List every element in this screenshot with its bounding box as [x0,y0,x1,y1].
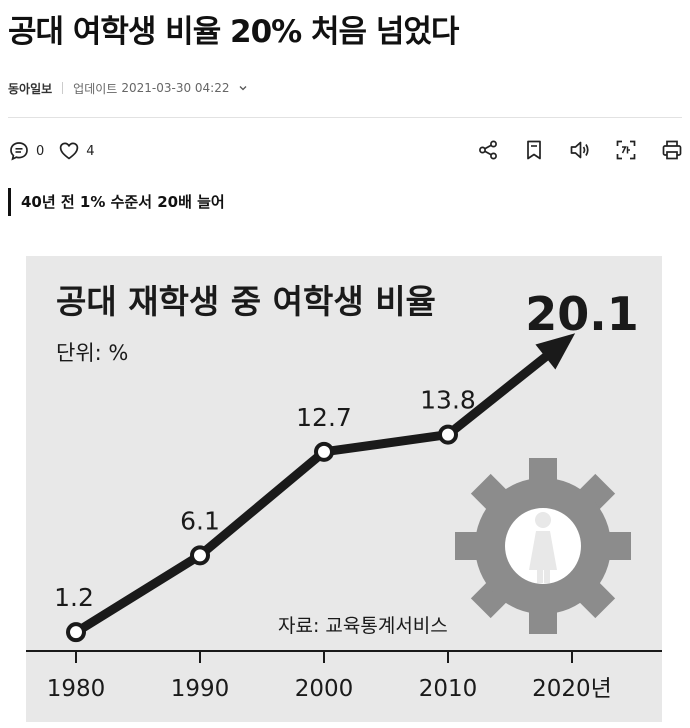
print-button[interactable] [660,138,684,162]
article-headline: 공대 여학생 비율 20% 처음 넘었다 [8,6,458,51]
x-tick-label: 2020년 [532,676,612,702]
updated-label: 업데이트 [73,80,117,97]
data-point [316,444,332,460]
data-point [192,547,208,563]
meta-separator [62,82,63,94]
share-button[interactable] [476,138,500,162]
chevron-down-icon[interactable] [237,82,249,94]
article-meta: 동아일보 업데이트 2021-03-30 04:22 [8,79,249,97]
header-divider [8,117,682,118]
chart-title: 공대 재학생 중 여학생 비율 [56,282,436,321]
data-label: 6.1 [180,506,220,535]
share-icon [476,138,500,162]
reaction-bar: 0 4 [8,140,109,162]
listen-button[interactable] [568,138,592,162]
chart-unit: 단위: % [56,341,128,365]
comment-icon [8,140,30,162]
print-icon [660,138,684,162]
article-toolbar [454,138,684,162]
comment-button[interactable]: 0 [8,140,44,162]
article-subheadline: 40년 전 1% 수준서 20배 늘어 [8,188,225,216]
data-label: 1.2 [54,583,94,612]
text-scan-button[interactable] [614,138,638,162]
data-point [68,624,84,640]
chart-figure: 공대 재학생 중 여학생 비율 단위: % 자료: 교육통계서비스 1980 19… [26,256,662,722]
data-label: 13.8 [420,386,476,415]
gear-with-woman-icon [455,458,631,634]
data-point [440,427,456,443]
like-count: 4 [86,144,94,159]
x-tick-label: 1980 [47,676,106,702]
comment-count: 0 [36,144,44,159]
x-tick-label: 1990 [171,676,230,702]
x-tick-label: 2000 [295,676,354,702]
press-name[interactable]: 동아일보 [8,80,52,97]
bookmark-icon [522,138,546,162]
line-chart: 공대 재학생 중 여학생 비율 단위: % 자료: 교육통계서비스 1980 19… [26,256,662,722]
speaker-icon [568,138,592,162]
woman-figure-head [535,512,551,528]
x-tick-label: 2010 [419,676,478,702]
text-scan-icon [614,138,638,162]
chart-source: 자료: 교육통계서비스 [278,615,448,637]
updated-time: 2021-03-30 04:22 [121,81,229,95]
bookmark-button[interactable] [522,138,546,162]
data-label: 12.7 [296,403,352,432]
heart-icon [58,140,80,162]
data-label-highlight: 20.1 [525,287,639,341]
like-button[interactable]: 4 [58,140,94,162]
